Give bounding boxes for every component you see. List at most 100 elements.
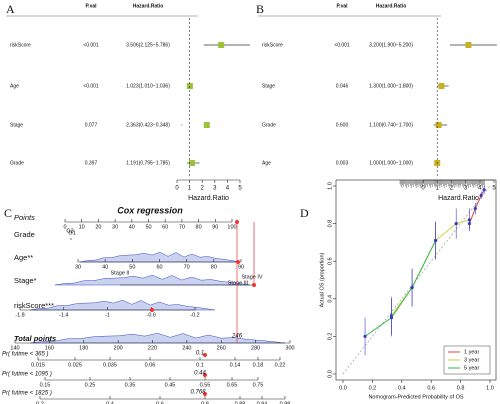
tick-label: 60 [156, 264, 162, 270]
x-tick-label: 0.8 [457, 385, 465, 391]
estimate [203, 122, 210, 128]
estimate [435, 122, 442, 128]
marker [236, 260, 240, 264]
tick-label: 0.25 [85, 382, 96, 388]
hazard-ratio: 1.191(0.795−1.785) [126, 160, 170, 166]
tick-label: 50 [145, 224, 151, 230]
tick-label: 0.55 [200, 382, 211, 388]
hazard-ratio: 3.200(1.900−5.200) [369, 42, 413, 48]
tick-label: 60 [162, 224, 168, 230]
estimate [465, 42, 472, 48]
tick-label: -0.2 [190, 312, 199, 318]
p-value: <0.001 [334, 42, 350, 48]
x-axis-title: Hazard.Ratio [438, 195, 479, 202]
x-tick-label: 0 [175, 186, 179, 192]
tick-label: 0.98 [280, 401, 291, 404]
panel-letter: B [256, 2, 264, 16]
marker [203, 392, 207, 396]
level-label: Stage II [111, 270, 130, 276]
p-value: 0.046 [336, 83, 349, 89]
level-label: G3 [66, 228, 73, 234]
hazard-ratio: 1.300(1.000−1.800) [369, 83, 413, 89]
panel-letter: C [4, 206, 12, 220]
tick-label: 0.18 [253, 362, 264, 368]
tick-label: 50 [129, 264, 135, 270]
x-tick-label: 1.0 [486, 385, 494, 391]
level-label: Stage IV [241, 274, 262, 280]
scale-label: Grade [14, 230, 35, 239]
tick-label: -0.6 [147, 312, 156, 318]
annotation: 0.44 [194, 371, 206, 377]
x-tick-label: 4 [226, 186, 230, 192]
x-tick-label: 0.4 [398, 385, 406, 391]
scale-label: Pr( futime < 365 ) [2, 352, 49, 358]
p-value: <0.001 [83, 83, 99, 89]
tick-label: 140 [10, 345, 19, 351]
tick-label: 0.88 [235, 401, 246, 404]
density [54, 274, 251, 286]
tick-label: 0.14 [230, 362, 241, 368]
y-tick-label: 0.4 [327, 295, 333, 303]
x-tick-label: 1 [436, 186, 440, 192]
y-tick-label: 0.2 [327, 333, 333, 341]
tick-label: 0.2 [36, 401, 44, 404]
tick-label: 0.6 [156, 401, 164, 404]
tick-label: 0.45 [165, 382, 176, 388]
nomogram-title: Cox regression [117, 205, 183, 215]
legend-label: 5 year [464, 365, 479, 371]
tick-label: 0.025 [68, 362, 82, 368]
p-value: 0.003 [336, 160, 349, 166]
point [363, 334, 367, 338]
series-line [468, 189, 485, 224]
p-value: 0.397 [85, 160, 98, 166]
p-value: <0.001 [83, 42, 99, 48]
row-label: riskScore [262, 42, 283, 48]
tick-label: 0.65 [227, 382, 238, 388]
point [467, 218, 472, 222]
point [479, 193, 483, 197]
legend-label: 1 year [464, 349, 479, 355]
level-label: Stage III [228, 280, 249, 286]
scale-label: Stage* [14, 276, 37, 285]
density [29, 332, 286, 344]
scale-label: Pr( futime < 1095 ) [2, 372, 52, 378]
marker [150, 308, 154, 312]
x-tick-label: 5 [238, 186, 242, 192]
tick-label: 30 [75, 264, 81, 270]
tick-label: 0.75 [253, 382, 264, 388]
tick-label: 30 [112, 224, 118, 230]
x-tick-label: 3 [464, 186, 468, 192]
tick-label: 80 [196, 224, 202, 230]
x-tick-label: 0 [421, 186, 425, 192]
x-tick-label: 4 [478, 186, 482, 192]
tick-label: 0.1 [196, 362, 204, 368]
tick-label: 0.035 [103, 362, 117, 368]
hazard-ratio: 2.363(0.423−0.348) [126, 122, 170, 128]
row-label: Grade [262, 122, 276, 128]
tick-label: -1 [105, 312, 110, 318]
row-label: riskScore [10, 42, 31, 48]
column-header: Hazard.Ratio [133, 3, 164, 9]
tick-label: 70 [184, 264, 190, 270]
tick-label: 0.015 [31, 362, 45, 368]
marker [203, 373, 207, 377]
tick-label: 0.35 [125, 382, 136, 388]
scale-label: Age** [14, 253, 33, 262]
tick-label: 0.22 [275, 362, 286, 368]
tick-label: 70 [179, 224, 185, 230]
hazard-ratio: 3.506(2.125−5.786) [126, 42, 170, 48]
marker [252, 283, 256, 287]
tick-label: -1.4 [59, 312, 68, 318]
hazard-ratio: 1.100(0.740−1.700) [369, 122, 413, 128]
level-label: G1 [68, 230, 75, 236]
marker [235, 220, 239, 224]
estimate [189, 160, 196, 166]
tick-label: -1.8 [15, 312, 24, 318]
tick-label: 300 [285, 345, 294, 351]
density [79, 251, 241, 263]
tick-label: 160 [45, 345, 54, 351]
y-tick-label: 0.6 [327, 257, 333, 265]
point [410, 285, 414, 290]
row-label: Age [10, 83, 19, 89]
x-tick-label: 0.6 [427, 385, 435, 391]
